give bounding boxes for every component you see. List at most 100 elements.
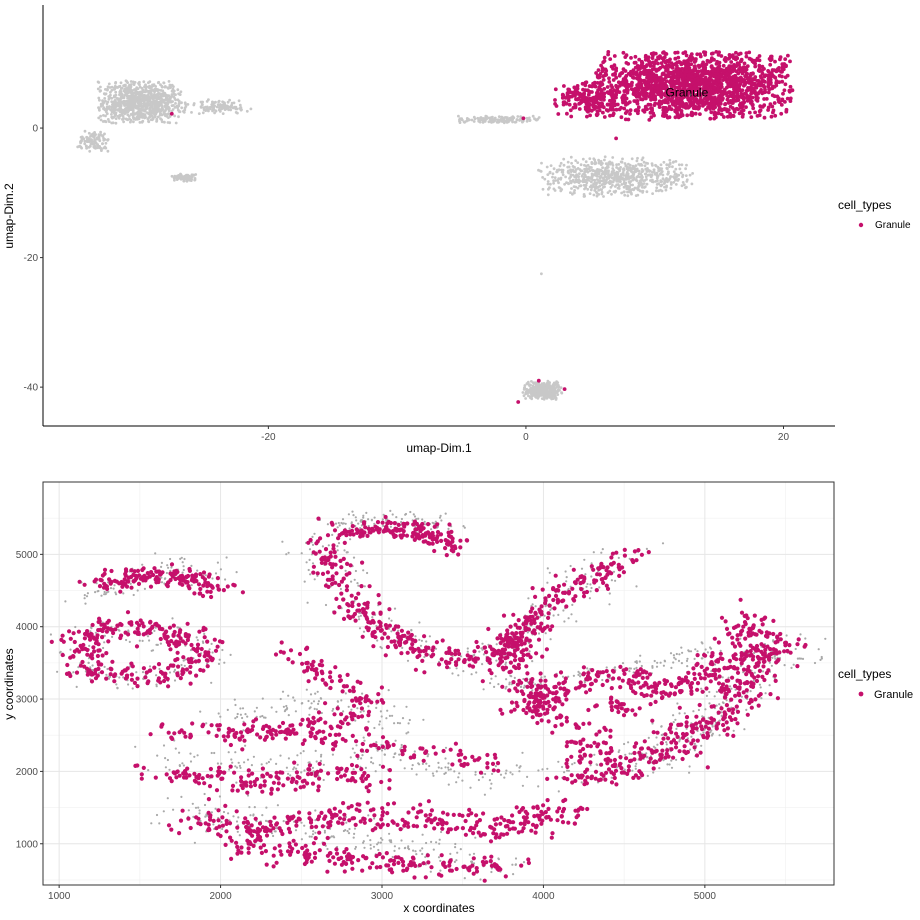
umap-point-other — [217, 100, 221, 104]
spatial-point-other — [170, 566, 173, 569]
umap-point-other — [99, 130, 102, 134]
umap-point-granule — [739, 95, 744, 99]
umap-point-other — [679, 171, 683, 175]
umap-point-granule — [616, 80, 621, 85]
umap-point-other — [621, 157, 624, 161]
umap-point-other — [167, 116, 170, 119]
umap-point-other — [664, 188, 668, 192]
umap-point-other — [637, 184, 641, 188]
umap-point-other — [142, 90, 145, 94]
umap-point-other — [156, 81, 160, 85]
umap-point-other — [142, 99, 146, 102]
umap-point-other — [103, 92, 107, 96]
spatial-point-other — [321, 545, 324, 548]
umap-point-other — [584, 164, 588, 168]
umap-point-other — [90, 133, 93, 137]
umap-point-other — [638, 163, 642, 167]
umap-point-granule — [572, 85, 577, 90]
spatial-point-other — [307, 568, 310, 572]
umap-point-other — [642, 160, 646, 164]
umap-point-granule — [623, 55, 628, 59]
umap-point-other — [140, 105, 144, 109]
spatial-point-other — [366, 571, 369, 575]
umap-point-other — [110, 108, 113, 112]
umap-point-granule — [624, 96, 629, 101]
umap-point-granule — [587, 90, 592, 95]
umap-point-other — [163, 85, 167, 89]
umap-point-granule — [769, 114, 774, 119]
umap-point-other — [680, 184, 684, 188]
spatial-point-other — [380, 647, 383, 650]
umap-point-granule — [521, 116, 526, 121]
umap-point-other — [546, 193, 550, 197]
spatial-point-other — [122, 592, 125, 595]
umap-point-other — [537, 386, 541, 390]
umap-point-granule — [651, 64, 656, 68]
spatial-point-other — [661, 542, 665, 545]
umap-point-granule — [643, 80, 648, 85]
umap-point-granule — [679, 72, 684, 77]
spatial-point-other — [90, 627, 93, 630]
umap-point-other — [83, 142, 87, 146]
umap-point-other — [174, 98, 178, 102]
umap-point-other — [153, 114, 157, 118]
umap-point-other — [612, 169, 616, 172]
umap-point-other — [156, 102, 160, 106]
umap-point-other — [654, 189, 658, 193]
umap-point-other — [172, 104, 175, 107]
spatial-point-other — [354, 569, 357, 573]
umap-point-granule — [669, 107, 674, 112]
umap-point-other — [665, 184, 668, 188]
umap-point-other — [608, 180, 612, 184]
spatial-point-other — [143, 587, 146, 591]
spatial-point-other — [109, 587, 113, 590]
umap-point-other — [83, 129, 87, 133]
umap-point-other — [147, 86, 151, 89]
umap-point-granule — [629, 56, 633, 60]
umap-point-granule — [768, 102, 773, 106]
umap-point-other — [101, 142, 104, 146]
spatial-point-other — [363, 585, 366, 588]
umap-point-other — [642, 186, 646, 189]
umap-point-other — [624, 164, 628, 167]
spatial-point-other — [697, 708, 701, 712]
umap-point-other — [529, 396, 532, 400]
umap-point-other — [581, 157, 585, 161]
umap-point-granule — [610, 96, 615, 101]
umap-point-other — [669, 186, 673, 190]
umap-legend-key-granule — [858, 222, 864, 228]
umap-point-granule — [676, 67, 681, 71]
spatial-point-other — [160, 561, 163, 565]
umap-point-other — [560, 188, 564, 191]
umap-point-other — [522, 394, 526, 398]
umap-point-other — [637, 188, 640, 191]
umap-point-other — [174, 102, 177, 105]
spatial-point-other — [376, 639, 379, 642]
umap-point-other — [583, 187, 586, 191]
umap-point-other — [666, 167, 669, 171]
spatial-point-other — [153, 629, 156, 633]
umap-point-granule — [633, 54, 638, 59]
spatial-point-other — [546, 567, 549, 570]
umap-point-granule — [730, 94, 735, 99]
umap-point-other — [118, 100, 122, 103]
spatial-point-other — [794, 647, 797, 651]
spatial-point-other — [796, 657, 800, 660]
umap-point-other — [624, 184, 628, 188]
umap-point-granule — [762, 97, 766, 101]
umap-point-other — [140, 98, 144, 102]
umap-point-granule — [561, 102, 566, 107]
spatial-point-other — [115, 593, 118, 596]
umap-point-other — [100, 148, 103, 151]
spatial-point-other — [373, 516, 376, 519]
umap-point-other — [620, 191, 623, 195]
umap-point-other — [103, 145, 107, 149]
spatial-point-other — [693, 749, 697, 752]
umap-point-granule — [689, 110, 694, 115]
umap-point-other — [174, 121, 178, 125]
umap-point-other — [132, 96, 135, 99]
umap-point-other — [213, 111, 217, 115]
spatial-point-other — [150, 649, 153, 652]
umap-point-other — [205, 105, 209, 109]
umap-point-other — [528, 119, 532, 122]
